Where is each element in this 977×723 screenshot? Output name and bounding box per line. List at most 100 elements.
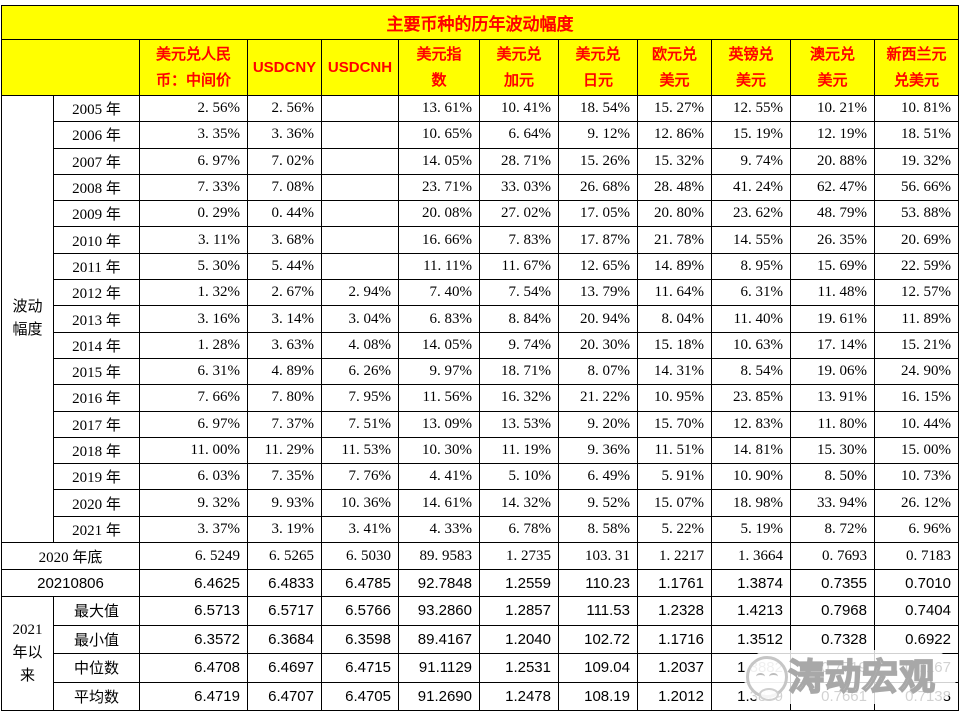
table-title: 主要币种的历年波动幅度: [1, 5, 959, 40]
value-cell: [321, 173, 399, 202]
value-cell: 1.1761: [637, 569, 712, 598]
value-cell: 20. 80%: [637, 200, 712, 228]
table-row: 2011 年 5. 30% 5. 44% 11. 11% 11. 67% 12. 65% 1…: [2, 252, 959, 281]
value-cell: 6.4708: [139, 653, 248, 683]
value-cell: 20. 94%: [558, 305, 638, 333]
value-cell: 14. 55%: [711, 226, 791, 254]
table-row: 2008 年 7. 33% 7. 08% 23. 71% 33. 03% 26. 68% 2…: [2, 173, 959, 202]
value-cell: 6.5766: [321, 596, 399, 626]
value-cell: 6. 97%: [139, 410, 248, 438]
value-cell: 7. 35%: [247, 463, 322, 491]
value-cell: 6.4625: [139, 569, 248, 598]
value-cell: 8. 54%: [711, 357, 791, 386]
table-row: 2006 年 3. 35% 3. 36% 10. 65% 6. 64% 9. 12% 12.…: [2, 121, 959, 149]
year-cell: 2012 年: [53, 279, 140, 307]
column-header: 澳元兑 美元: [790, 39, 875, 96]
value-cell: 18. 51%: [874, 121, 959, 149]
value-cell: 15. 32%: [637, 147, 712, 175]
value-cell: 6. 97%: [139, 147, 248, 175]
value-cell: 3. 11%: [139, 226, 248, 254]
value-cell: 10. 95%: [637, 384, 712, 412]
value-cell: 91.1129: [398, 653, 480, 683]
value-cell: 1.2531: [479, 653, 559, 683]
title-row: 主要币种的历年波动幅度: [1, 5, 959, 40]
value-cell: 109.04: [558, 653, 638, 683]
value-cell: 7. 83%: [479, 226, 559, 254]
value-cell: 14. 61%: [398, 489, 480, 517]
value-cell: 13. 09%: [398, 410, 480, 438]
year-cell: 2007 年: [53, 147, 140, 175]
year-cell: 2008 年: [53, 173, 140, 202]
table-row: 2021 年 3. 37% 3. 19% 3. 41% 4. 33% 6. 78% 8. 5…: [2, 515, 959, 544]
value-cell: 10. 30%: [398, 436, 480, 465]
value-cell: 6.4785: [321, 569, 399, 598]
value-cell: 26. 68%: [558, 173, 638, 202]
value-cell: 0.6922: [874, 624, 959, 655]
value-cell: 3. 16%: [139, 305, 248, 333]
value-cell: 6. 96%: [874, 515, 959, 544]
value-cell: 6. 5030: [321, 542, 399, 571]
value-cell: 5. 10%: [479, 463, 559, 491]
value-cell: 0.7968: [790, 596, 875, 626]
value-cell: 15. 70%: [637, 410, 712, 438]
value-cell: 103. 31: [558, 542, 638, 571]
value-cell: 1. 2217: [637, 542, 712, 571]
value-cell: 15. 27%: [637, 94, 712, 123]
year-cell: 2018 年: [53, 436, 140, 465]
value-cell: 5. 30%: [139, 252, 248, 281]
value-cell: 0.7138: [874, 681, 959, 712]
value-cell: 20. 08%: [398, 200, 480, 228]
value-cell: 8. 84%: [479, 305, 559, 333]
table-row: 中位数 6.4708 6.4697 6.4715 91.1129 1.2531 109.04…: [2, 653, 959, 683]
value-cell: 6.5713: [139, 596, 248, 626]
header-row: 美元兑人民 币：中间价 USDCNY USDCNH 美元指 数美元兑 加元 美元兑 日元…: [1, 39, 959, 96]
column-header: 美元兑 日元: [558, 39, 638, 96]
value-cell: [321, 200, 399, 228]
value-cell: 1. 32%: [139, 279, 248, 307]
value-cell: 26. 12%: [874, 489, 959, 517]
value-cell: 10. 21%: [790, 94, 875, 123]
value-cell: 1.2037: [637, 653, 712, 683]
value-cell: 3. 14%: [247, 305, 322, 333]
value-cell: 20. 69%: [874, 226, 959, 254]
value-cell: 6.4697: [247, 653, 322, 683]
value-cell: 13. 91%: [790, 384, 875, 412]
value-cell: 12. 55%: [711, 94, 791, 123]
value-cell: 1.3882: [711, 653, 791, 683]
value-cell: 19. 32%: [874, 147, 959, 175]
value-cell: 4. 08%: [321, 331, 399, 359]
value-cell: 11. 64%: [637, 279, 712, 307]
row-label-cell: 最小值: [53, 624, 140, 655]
value-cell: 23. 85%: [711, 384, 791, 412]
value-cell: 62. 47%: [790, 173, 875, 202]
value-cell: 6.4705: [321, 681, 399, 712]
value-cell: 18. 98%: [711, 489, 791, 517]
value-cell: 1.4213: [711, 596, 791, 626]
value-cell: 12. 86%: [637, 121, 712, 149]
value-cell: 6.4833: [247, 569, 322, 598]
value-cell: 91.2690: [398, 681, 480, 712]
value-cell: 11. 40%: [711, 305, 791, 333]
value-cell: 6. 5265: [247, 542, 322, 571]
value-cell: 4. 41%: [398, 463, 480, 491]
value-cell: 17. 14%: [790, 331, 875, 359]
value-cell: 8. 95%: [711, 252, 791, 281]
table-row: 2014 年 1. 28% 3. 63% 4. 08% 14. 05% 9. 74% 20.…: [2, 331, 959, 359]
value-cell: [321, 252, 399, 281]
row-label-cell: 中位数: [53, 653, 140, 683]
value-cell: 15. 69%: [790, 252, 875, 281]
value-cell: 16. 66%: [398, 226, 480, 254]
value-cell: 6. 31%: [711, 279, 791, 307]
value-cell: 9. 20%: [558, 410, 638, 438]
table-row: 2020 年底 6. 5249 6. 5265 6. 5030 89. 9583 1. 2…: [1, 542, 959, 571]
value-cell: 6. 78%: [479, 515, 559, 544]
value-cell: 9. 12%: [558, 121, 638, 149]
table-row: 2021 年以 来最大值 6.5713 6.5717 6.5766 93.2860 1.2…: [1, 596, 959, 712]
table-row: 最小值 6.3572 6.3684 6.3598 89.4167 1.2040 102.72…: [2, 624, 959, 655]
value-cell: 11. 80%: [790, 410, 875, 438]
value-cell: 10. 36%: [321, 489, 399, 517]
table-row: 2016 年 7. 66% 7. 80% 7. 95% 11. 56% 16. 32% 21…: [2, 384, 959, 412]
year-cell: 2006 年: [53, 121, 140, 149]
value-cell: 53. 88%: [874, 200, 959, 228]
value-cell: [321, 121, 399, 149]
